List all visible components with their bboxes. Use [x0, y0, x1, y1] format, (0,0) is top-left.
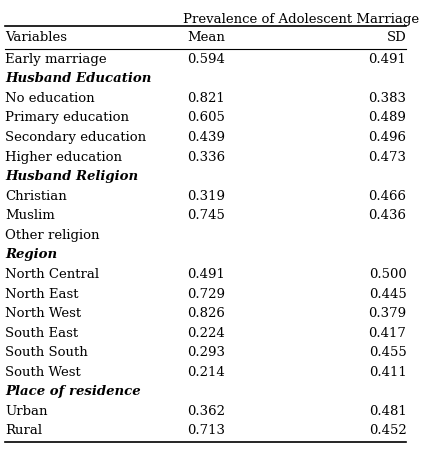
Text: 0.214: 0.214	[187, 366, 225, 379]
Text: 0.445: 0.445	[368, 287, 406, 301]
Text: South East: South East	[5, 327, 78, 340]
Text: South South: South South	[5, 346, 88, 359]
Text: 0.362: 0.362	[187, 405, 225, 418]
Text: North East: North East	[5, 287, 79, 301]
Text: 0.489: 0.489	[368, 112, 406, 124]
Text: 0.455: 0.455	[368, 346, 406, 359]
Text: 0.500: 0.500	[368, 268, 406, 281]
Text: Rural: Rural	[5, 425, 42, 437]
Text: South West: South West	[5, 366, 81, 379]
Text: Other religion: Other religion	[5, 229, 100, 242]
Text: 0.594: 0.594	[187, 53, 225, 66]
Text: Muslim: Muslim	[5, 209, 55, 222]
Text: 0.379: 0.379	[367, 307, 406, 320]
Text: 0.417: 0.417	[368, 327, 406, 340]
Text: 0.293: 0.293	[187, 346, 225, 359]
Text: Prevalence of Adolescent Marriage: Prevalence of Adolescent Marriage	[183, 13, 418, 26]
Text: 0.826: 0.826	[187, 307, 225, 320]
Text: 0.224: 0.224	[187, 327, 225, 340]
Text: 0.713: 0.713	[187, 425, 225, 437]
Text: 0.491: 0.491	[187, 268, 225, 281]
Text: 0.383: 0.383	[367, 92, 406, 105]
Text: Husband Religion: Husband Religion	[5, 170, 138, 183]
Text: 0.319: 0.319	[187, 190, 225, 203]
Text: 0.439: 0.439	[187, 131, 225, 144]
Text: 0.491: 0.491	[368, 53, 406, 66]
Text: 0.745: 0.745	[187, 209, 225, 222]
Text: North Central: North Central	[5, 268, 99, 281]
Text: 0.473: 0.473	[367, 151, 406, 163]
Text: 0.729: 0.729	[187, 287, 225, 301]
Text: Variables: Variables	[5, 31, 67, 44]
Text: 0.336: 0.336	[187, 151, 225, 163]
Text: 0.466: 0.466	[367, 190, 406, 203]
Text: 0.821: 0.821	[187, 92, 225, 105]
Text: Christian: Christian	[5, 190, 67, 203]
Text: Mean: Mean	[187, 31, 225, 44]
Text: 0.452: 0.452	[368, 425, 406, 437]
Text: Primary education: Primary education	[5, 112, 129, 124]
Text: Urban: Urban	[5, 405, 48, 418]
Text: Husband Education: Husband Education	[5, 72, 152, 85]
Text: Secondary education: Secondary education	[5, 131, 146, 144]
Text: SD: SD	[386, 31, 406, 44]
Text: Early marriage: Early marriage	[5, 53, 107, 66]
Text: 0.436: 0.436	[367, 209, 406, 222]
Text: Place of residence: Place of residence	[5, 386, 141, 398]
Text: 0.481: 0.481	[368, 405, 406, 418]
Text: 0.496: 0.496	[367, 131, 406, 144]
Text: Region: Region	[5, 248, 57, 261]
Text: No education: No education	[5, 92, 95, 105]
Text: North West: North West	[5, 307, 81, 320]
Text: Higher education: Higher education	[5, 151, 122, 163]
Text: 0.605: 0.605	[187, 112, 225, 124]
Text: 0.411: 0.411	[368, 366, 406, 379]
